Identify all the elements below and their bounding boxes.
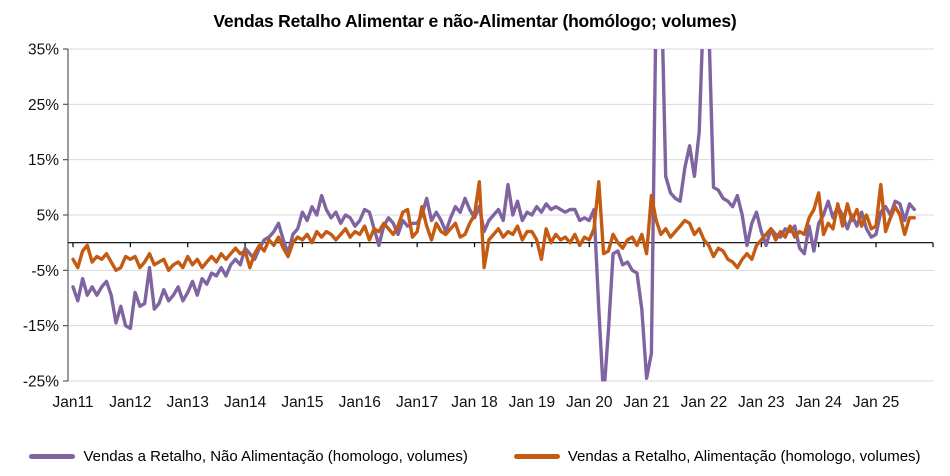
legend-line-swatch-nao-alimentacao-icon: [29, 454, 76, 459]
x-tick-label: Jan 18: [451, 394, 498, 411]
y-tick-label: -25%: [23, 374, 59, 391]
x-tick-label: Jan16: [339, 394, 381, 411]
x-tick-label: Jan 23: [738, 394, 785, 411]
legend-item-alimentacao: Vendas a Retalho, Alimentação (homologo,…: [513, 448, 921, 465]
y-tick-label: -15%: [23, 318, 59, 335]
x-tick-label: Jan 24: [795, 394, 842, 411]
legend-label-alimentacao: Vendas a Retalho, Alimentação (homologo,…: [567, 448, 921, 465]
x-tick-label: Jan17: [396, 394, 438, 411]
y-tick-label: 35%: [28, 42, 59, 59]
x-tick-label: Jan 22: [681, 394, 728, 411]
series-line-nao-alimentacao: [71, 49, 916, 382]
x-tick-label: Jan12: [109, 394, 151, 411]
x-tick-label: Jan11: [52, 394, 93, 411]
x-tick-label: Jan 20: [566, 394, 613, 411]
legend: Vendas a Retalho, Não Alimentação (homol…: [0, 448, 950, 465]
y-tick-label: -5%: [31, 263, 59, 280]
x-tick-label: Jan14: [224, 394, 267, 411]
y-tick-label: 5%: [37, 208, 60, 225]
x-tick-label: Jan13: [167, 394, 209, 411]
y-tick-label: 25%: [28, 97, 59, 114]
legend-item-nao-alimentacao: Vendas a Retalho, Não Alimentação (homol…: [29, 448, 468, 465]
chart-title: Vendas Retalho Alimentar e não-Alimentar…: [213, 11, 737, 31]
x-tick-label: Jan15: [281, 394, 323, 411]
legend-label-nao-alimentacao: Vendas a Retalho, Não Alimentação (homol…: [83, 448, 468, 465]
y-tick-label: 15%: [28, 152, 59, 169]
series-line-alimentacao: [71, 180, 916, 272]
x-tick-label: Jan 25: [853, 394, 900, 411]
x-tick-label: Jan 19: [509, 394, 556, 411]
x-tick-label: Jan 21: [623, 394, 670, 411]
legend-line-swatch-alimentacao-icon: [513, 454, 560, 459]
